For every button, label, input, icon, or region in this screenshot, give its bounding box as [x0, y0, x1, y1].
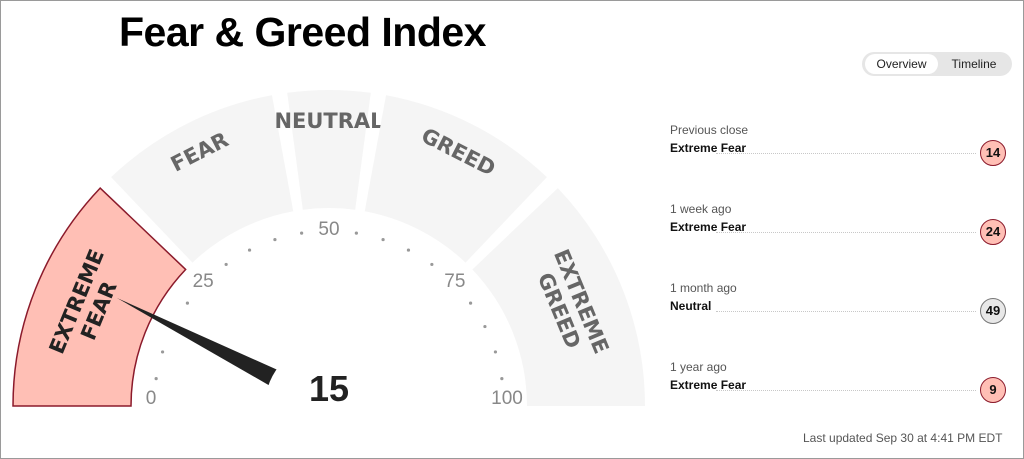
scale-dot	[185, 301, 190, 305]
history-label: 1 year ago	[670, 360, 727, 374]
dotted-leader	[716, 311, 976, 312]
tab-timeline[interactable]: Timeline	[951, 57, 997, 71]
scale-dot	[154, 377, 158, 381]
dotted-leader	[716, 232, 976, 233]
gauge-segment-greed	[364, 95, 547, 263]
scale-dot	[406, 248, 411, 252]
gauge-segment-neutral	[287, 90, 371, 210]
gauge-hub	[265, 342, 393, 458]
gauge-segment-extreme-greed	[472, 188, 645, 406]
history-label: 1 month ago	[670, 281, 737, 295]
history-score-badge: 24	[980, 219, 1006, 245]
scale-dot	[224, 262, 228, 267]
scale-dot	[493, 350, 498, 354]
history-score-badge: 14	[980, 140, 1006, 166]
scale-dot	[430, 262, 434, 267]
scale-dot	[500, 377, 504, 381]
last-updated: Last updated Sep 30 at 4:41 PM EDT	[803, 431, 1003, 445]
history-score-badge: 9	[980, 377, 1006, 403]
scale-dot	[160, 350, 165, 354]
history-rating: Extreme Fear	[670, 220, 747, 234]
history-rating: Neutral	[670, 299, 712, 313]
scale-dot	[381, 237, 385, 242]
history-label: 1 week ago	[670, 202, 732, 216]
scale-dot	[273, 237, 277, 242]
gauge-segment-label: NEUTRAL	[274, 109, 383, 133]
gauge: EXTREMEFEARFEARNEUTRALGREEDEXTREMEGREED …	[12, 90, 645, 458]
gauge-needle	[116, 297, 282, 388]
scale-dot	[247, 248, 252, 252]
scale-label: 75	[444, 271, 465, 292]
history-label: Previous close	[670, 123, 749, 137]
view-tabs: Overview Timeline	[862, 52, 1012, 76]
scale-dot	[483, 324, 487, 329]
dotted-leader	[716, 390, 976, 391]
scale-label: 50	[318, 219, 339, 240]
history-score-badge: 49	[980, 298, 1006, 324]
gauge-segment-fear	[111, 95, 294, 263]
scale-label: 100	[491, 388, 523, 409]
scale-label: 0	[146, 388, 157, 409]
gauge-segment-extreme-fear	[12, 187, 187, 407]
gauge-value: 15	[309, 368, 349, 409]
history-rating: Extreme Fear	[670, 141, 747, 155]
history-rating: Extreme Fear	[670, 378, 747, 392]
scale-label: 25	[193, 271, 214, 292]
scale-dot	[354, 231, 358, 235]
scale-dot	[300, 231, 304, 235]
page-title: Fear & Greed Index	[119, 9, 486, 55]
tab-overview[interactable]: Overview	[865, 54, 938, 74]
dotted-leader	[716, 153, 976, 154]
scale-dot	[468, 301, 473, 305]
